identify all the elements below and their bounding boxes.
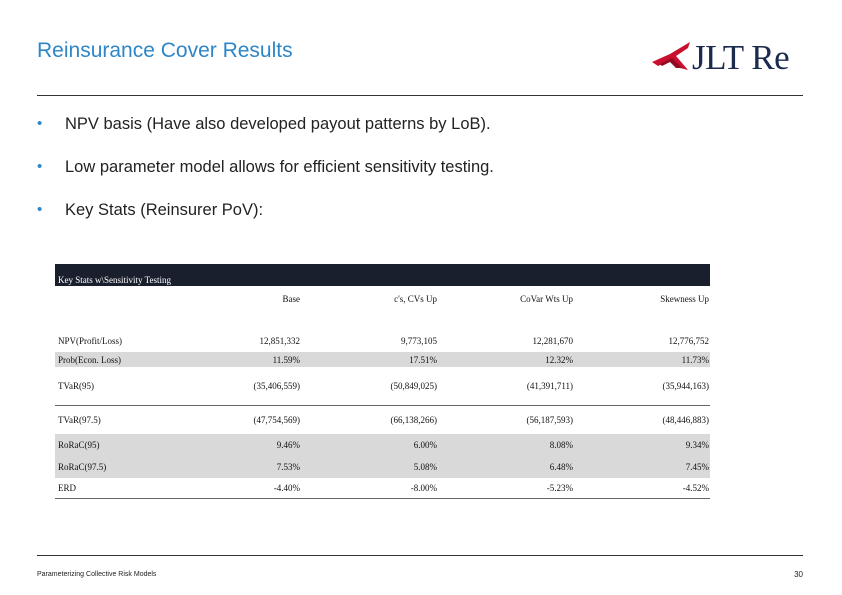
table-cell: 17.51% [409, 354, 437, 365]
table-cell: 12.32% [545, 354, 573, 365]
table-cell: 7.45% [685, 462, 709, 472]
table-cell: 9.34% [685, 440, 709, 450]
table-cell: (50,849,025) [390, 381, 438, 391]
column-header: Skewness Up [660, 294, 709, 304]
column-header: CoVar Wts Up [520, 294, 573, 304]
table-title: Key Stats w\Sensitivity Testing [58, 275, 171, 285]
table-row: TVaR(97.5) (47,754,569) (66,138,266) (56… [55, 406, 710, 434]
bullet-text: NPV basis (Have also developed payout pa… [65, 115, 491, 133]
table-cell: 5.08% [413, 462, 437, 472]
table-spacer [55, 308, 710, 330]
footer-text: Parameterizing Collective Risk Models [37, 571, 157, 578]
slide-title: Reinsurance Cover Results [37, 39, 293, 62]
table-row: RoRaC(97.5) 7.53% 5.08% 6.48% 7.45% [55, 456, 710, 478]
row-label: Prob(Econ. Loss) [58, 354, 121, 365]
table-cell: 9.46% [276, 440, 300, 450]
row-label: ERD [58, 483, 76, 493]
logo-text: JLT Re [692, 38, 790, 77]
column-header: Base [282, 294, 301, 304]
table-cell: (48,446,883) [662, 415, 710, 425]
row-label: RoRaC(97.5) [58, 462, 107, 472]
row-label: TVaR(97.5) [58, 415, 101, 425]
bullet-item: • Key Stats (Reinsurer PoV): [37, 201, 494, 244]
table-cell: (35,944,163) [662, 381, 710, 391]
table-cell: 9,773,105 [401, 336, 437, 346]
table-title-bar: Key Stats w\Sensitivity Testing [55, 264, 710, 286]
column-header: c's, CVs Up [394, 294, 437, 304]
table-cell: (56,187,593) [526, 415, 574, 425]
table-row: Prob(Econ. Loss) 11.59% 17.51% 12.32% 11… [55, 352, 710, 367]
bullet-item: • NPV basis (Have also developed payout p… [37, 115, 494, 158]
row-label: RoRaC(95) [58, 440, 100, 450]
row-label: NPV(Profit/Loss) [58, 336, 123, 346]
bullet-icon: • [37, 201, 43, 218]
table-cell: 7.53% [276, 462, 300, 472]
row-label: TVaR(95) [58, 381, 94, 391]
jlt-re-logo: JLT Re [650, 38, 810, 80]
key-stats-table: Key Stats w\Sensitivity Testing Base c's… [55, 264, 710, 499]
table-row: TVaR(95) (35,406,559) (50,849,025) (41,3… [55, 367, 710, 406]
bullet-text: Low parameter model allows for efficient… [65, 158, 494, 176]
bullet-text: Key Stats (Reinsurer PoV): [65, 201, 264, 219]
table-cell: 8.08% [549, 440, 573, 450]
table-cell: (41,391,711) [526, 381, 573, 391]
header-divider [37, 95, 803, 96]
footer-divider [37, 555, 803, 556]
table-cell: -5.23% [546, 483, 573, 493]
table-cell: 12,281,670 [532, 336, 574, 346]
table-cell: 12,776,752 [668, 336, 710, 346]
table-cell: -4.52% [682, 483, 709, 493]
bullet-list: • NPV basis (Have also developed payout p… [37, 115, 494, 244]
table-cell: 6.00% [413, 440, 437, 450]
table-header-row: Base c's, CVs Up CoVar Wts Up Skewness U… [55, 286, 710, 308]
table-cell: 12,851,332 [259, 336, 301, 346]
table-row: RoRaC(95) 9.46% 6.00% 8.08% 9.34% [55, 434, 710, 456]
table-cell: (47,754,569) [253, 415, 301, 425]
table-cell: 6.48% [549, 462, 573, 472]
table-row: ERD -4.40% -8.00% -5.23% -4.52% [55, 478, 710, 499]
table-row: NPV(Profit/Loss) 12,851,332 9,773,105 12… [55, 330, 710, 352]
bullet-icon: • [37, 115, 43, 132]
table-cell: (66,138,266) [390, 415, 438, 425]
table-cell: (35,406,559) [253, 381, 301, 391]
table-cell: -8.00% [410, 483, 437, 493]
bullet-item: • Low parameter model allows for efficien… [37, 158, 494, 201]
page-number: 30 [794, 570, 803, 579]
jlt-re-flag-icon [652, 42, 690, 70]
bullet-icon: • [37, 158, 43, 175]
table-cell: 11.59% [272, 354, 300, 365]
table-cell: -4.40% [273, 483, 300, 493]
table-cell: 11.73% [681, 354, 709, 365]
